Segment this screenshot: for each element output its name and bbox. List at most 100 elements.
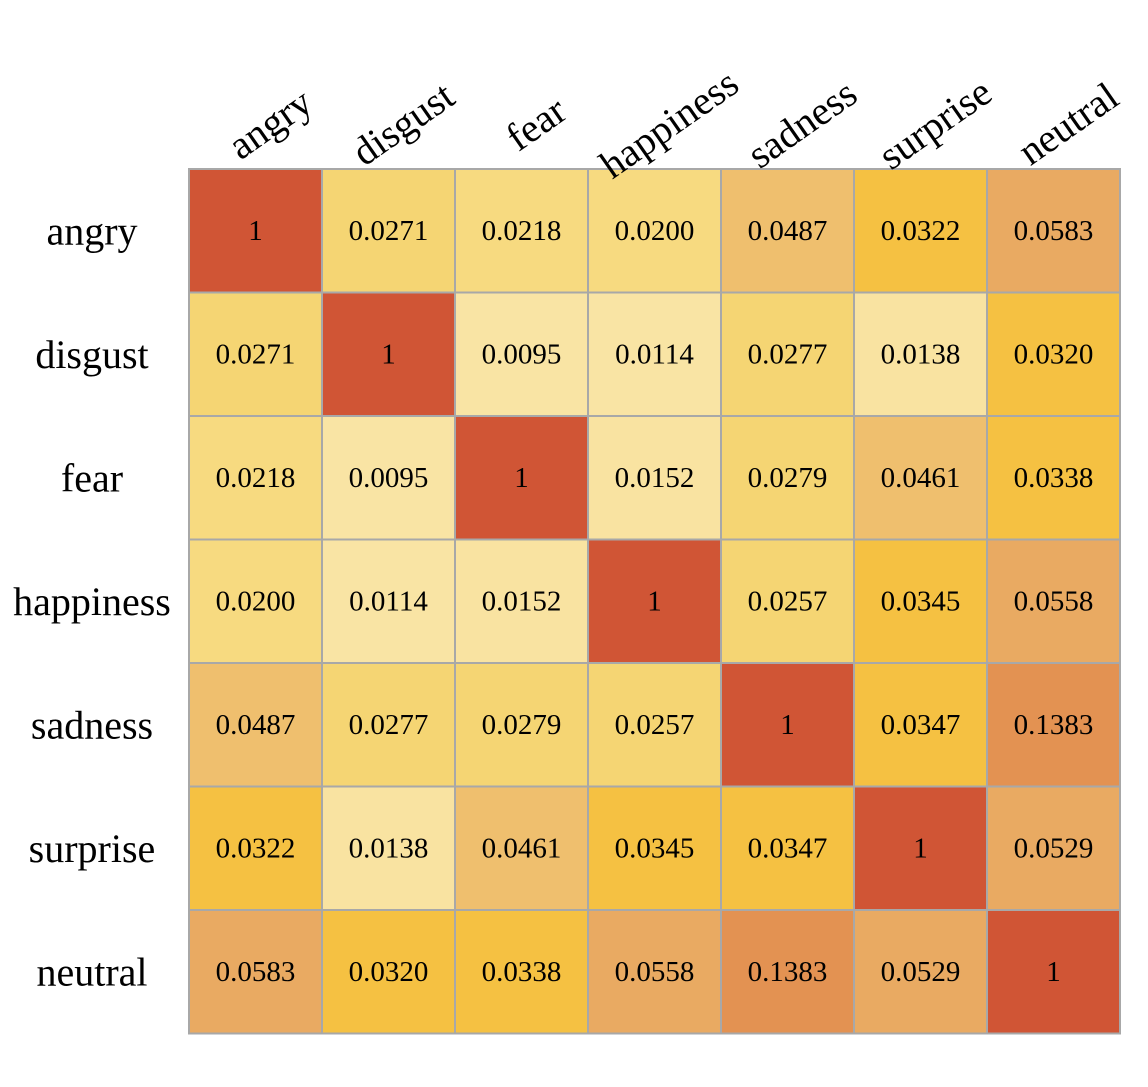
- heatmap-cell-happiness-angry: [188, 538, 323, 664]
- row-label-sadness: sadness: [31, 702, 153, 747]
- heatmap-cell-neutral-sadness: [720, 909, 855, 1035]
- heatmap-cell-disgust-neutral: [986, 291, 1121, 417]
- cell-value-label: 0.0529: [881, 956, 961, 988]
- column-label-angry: angry: [220, 79, 320, 168]
- row-labels: angry disgust fear happiness sadness surprise…: [13, 208, 171, 994]
- cell-value-label: 0.0338: [1014, 462, 1094, 494]
- cell-value-label: 0.0320: [1014, 338, 1094, 370]
- cell-value-label: 0.0138: [349, 832, 429, 864]
- heatmap-cell-fear-surprise: [853, 415, 988, 541]
- cell-value-label: 0.0271: [216, 338, 296, 370]
- cell-value-label: 1: [780, 709, 795, 741]
- cell-value-label: 0.1383: [1014, 709, 1094, 741]
- heatmap-cell-surprise-happiness: [587, 785, 722, 911]
- cell-value-label: 0.0152: [482, 585, 562, 617]
- column-label-neutral: neutral: [1010, 73, 1127, 174]
- row-label-fear: fear: [61, 455, 123, 500]
- row-label-surprise: surprise: [29, 826, 156, 871]
- cell-value-label: 0.0345: [881, 585, 961, 617]
- column-label-surprise: surprise: [870, 69, 1000, 178]
- heatmap-cell-disgust-fear: [454, 291, 589, 417]
- heatmap-cell-fear-neutral: [986, 415, 1121, 541]
- heatmap-cell-neutral-happiness: [587, 909, 722, 1035]
- heatmap-cell-surprise-neutral: [986, 785, 1121, 911]
- row-label-disgust: disgust: [35, 332, 148, 377]
- cell-value-label: 1: [381, 338, 396, 370]
- cell-value-label: 0.0279: [748, 462, 828, 494]
- heatmap-cell-neutral-surprise: [853, 909, 988, 1035]
- cell-value-label: 0.0347: [881, 709, 961, 741]
- column-label-sadness: sadness: [739, 70, 865, 177]
- cell-value-label: 0.0279: [482, 709, 562, 741]
- heatmap-cell-neutral-fear: [454, 909, 589, 1035]
- cell-value-label: 0.0461: [881, 462, 961, 494]
- cell-value-label: 0.0583: [1014, 215, 1094, 247]
- cell-value-label: 0.0347: [748, 832, 828, 864]
- cell-value-label: 0.0322: [216, 832, 296, 864]
- heatmap-cell-surprise-disgust: [321, 785, 456, 911]
- heatmap-cell-angry-surprise: [853, 168, 988, 294]
- cell-value-label: 0.1383: [748, 956, 828, 988]
- cell-value-label: 0.0322: [881, 215, 961, 247]
- cell-value-label: 0.0218: [482, 215, 562, 247]
- cell-value-label: 0.0583: [216, 956, 296, 988]
- heatmap-cell-happiness-neutral: [986, 538, 1121, 664]
- heatmap-cell-surprise-angry: [188, 785, 323, 911]
- heatmap-cell-disgust-angry: [188, 291, 323, 417]
- cell-value-label: 0.0200: [216, 585, 296, 617]
- cell-value-label: 0.0095: [349, 462, 429, 494]
- cell-value-label: 0.0200: [615, 215, 695, 247]
- heatmap-cell-happiness-disgust: [321, 538, 456, 664]
- cell-value-label: 0.0152: [615, 462, 695, 494]
- heatmap-cell-sadness-angry: [188, 662, 323, 788]
- cell-value-label: 1: [514, 462, 529, 494]
- cell-value-label: 0.0277: [748, 338, 828, 370]
- cell-value-label: 0.0558: [1014, 585, 1094, 617]
- cell-value-label: 0.0487: [748, 215, 828, 247]
- cell-value-label: 0.0257: [615, 709, 695, 741]
- heatmap-cell-sadness-fear: [454, 662, 589, 788]
- column-label-disgust: disgust: [344, 73, 463, 175]
- heatmap-cell-surprise-sadness: [720, 785, 855, 911]
- cell-value-label: 0.0218: [216, 462, 296, 494]
- heatmap-cell-neutral-neutral: [986, 909, 1121, 1035]
- heatmap-cell-angry-happiness: [587, 168, 722, 294]
- heatmap-cell-angry-disgust: [321, 168, 456, 294]
- heatmap-cell-disgust-sadness: [720, 291, 855, 417]
- cell-value-label: 1: [647, 585, 662, 617]
- cell-value-label: 0.0320: [349, 956, 429, 988]
- cell-value-label: 0.0114: [349, 585, 428, 617]
- heatmap-cell-neutral-angry: [188, 909, 323, 1035]
- cell-value-label: 0.0271: [349, 215, 429, 247]
- cell-value-label: 0.0345: [615, 832, 695, 864]
- heatmap-cell-angry-fear: [454, 168, 589, 294]
- cell-value-label: 0.0461: [482, 832, 562, 864]
- row-label-neutral: neutral: [36, 949, 147, 994]
- heatmap-cell-fear-happiness: [587, 415, 722, 541]
- cell-value-label: 0.0277: [349, 709, 429, 741]
- cell-value-label: 1: [248, 215, 263, 247]
- column-label-fear: fear: [498, 87, 575, 160]
- cell-value-label: 0.0558: [615, 956, 695, 988]
- cell-value-label: 1: [913, 832, 928, 864]
- heatmap-cell-values: 1 0.0271 0.0218 0.0200 0.0487 0.0322 0.0583 0.0…: [216, 215, 1094, 988]
- cell-value-label: 0.0529: [1014, 832, 1094, 864]
- cell-value-label: 0.0338: [482, 956, 562, 988]
- cell-value-label: 0.0114: [615, 338, 694, 370]
- cell-value-label: 0.0257: [748, 585, 828, 617]
- cell-value-label: 1: [1046, 956, 1061, 988]
- heatmap-cell-fear-fear: [454, 415, 589, 541]
- heatmap-cell-happiness-happiness: [587, 538, 722, 664]
- heatmap-cell-surprise-fear: [454, 785, 589, 911]
- cell-value-label: 0.0138: [881, 338, 961, 370]
- row-label-angry: angry: [46, 208, 137, 253]
- heatmap-cell-angry-angry: [188, 168, 323, 294]
- heatmap-cell-fear-sadness: [720, 415, 855, 541]
- heatmap-cells: [188, 168, 1121, 1035]
- row-label-happiness: happiness: [13, 579, 171, 624]
- cell-value-label: 0.0095: [482, 338, 562, 370]
- heatmap-cell-fear-disgust: [321, 415, 456, 541]
- cell-value-label: 0.0487: [216, 709, 296, 741]
